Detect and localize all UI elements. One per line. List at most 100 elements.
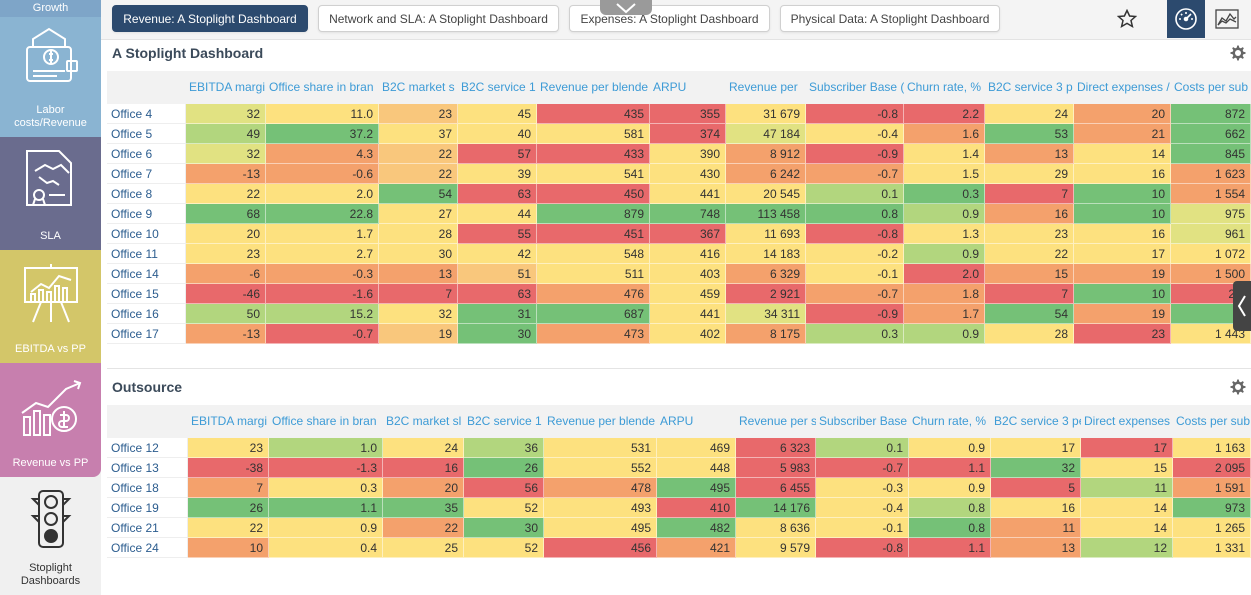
sidebar-item-growth[interactable]: Growth	[0, 0, 101, 17]
table-cell: 495	[544, 518, 657, 538]
table-row[interactable]: Office 5 49 37.2 37 40 581 374 47 184 -0.4 1.6 53 2…	[107, 124, 1251, 144]
table-row[interactable]: Office 10 20 1.7 28 55 451 367 11 693 -0.8 1.3 23 1…	[107, 224, 1251, 244]
table-row[interactable]: Office 12 23 1.0 24 36 531 469 6 323 0.1 0.9 17 17 1…	[107, 438, 1251, 458]
column-header[interactable]: Direct expenses /	[1077, 80, 1170, 94]
table-cell: -6	[186, 264, 266, 284]
sidebar-item-label: Labor costs/Revenue	[14, 104, 87, 129]
table-cell: 26	[464, 458, 544, 478]
sidebar-item-labor-costs[interactable]: Labor costs/Revenue	[0, 17, 101, 137]
table-cell: -0.9	[806, 304, 904, 324]
table-row[interactable]: Office 14 -6 -0.3 13 51 511 403 6 329 -0.1 2.0 15 1…	[107, 264, 1251, 284]
column-header[interactable]: Subscriber Base (	[809, 80, 904, 94]
table-cell: 52	[464, 498, 544, 518]
column-header[interactable]: Costs per sub	[1176, 414, 1251, 428]
table-cell: 7	[985, 184, 1074, 204]
table-cell: 1.8	[904, 284, 985, 304]
table-cell: -0.4	[816, 498, 909, 518]
column-header[interactable]: Revenue per s	[739, 414, 816, 428]
chevron-left-icon	[1237, 295, 1246, 317]
top-bar: Revenue: A Stoplight Dashboard Network a…	[101, 0, 1251, 40]
column-header[interactable]: B2C service 3 p	[988, 80, 1073, 94]
table-cell: 456	[544, 538, 657, 558]
row-label: Office 21	[107, 518, 188, 538]
column-header[interactable]: Office share in bran	[272, 414, 377, 428]
table-cell: 37	[379, 124, 458, 144]
table-cell: 15	[985, 264, 1074, 284]
column-header[interactable]: Revenue per blende	[540, 80, 649, 94]
column-header[interactable]: Costs per sub	[1174, 80, 1249, 94]
table-row[interactable]: Office 16 50 15.2 32 31 687 441 34 311 -0.9 1.7 54…	[107, 304, 1251, 324]
column-header[interactable]: Revenue per	[729, 80, 798, 94]
sidebar-item-revenue-vs-pp[interactable]: Revenue vs PP	[0, 363, 101, 477]
column-header[interactable]: Revenue per blende	[547, 414, 656, 428]
table-row[interactable]: Office 9 68 22.8 27 44 879 748 113 458 0.8 0.9 16 1…	[107, 204, 1251, 224]
table-cell: 1 163	[1173, 438, 1251, 458]
column-header[interactable]: B2C market sl	[386, 414, 462, 428]
table-row[interactable]: Office 24 10 0.4 25 52 456 421 9 579 -0.8 1.1 13 12…	[107, 538, 1251, 558]
table-cell: 13	[985, 144, 1074, 164]
table-row[interactable]: Office 7 -13 -0.6 22 39 541 430 6 242 -0.7 1.5 29 1…	[107, 164, 1251, 184]
table-cell: -0.3	[816, 478, 909, 498]
tab-physical-data-stoplight[interactable]: Physical Data: A Stoplight Dashboard	[780, 5, 1000, 32]
column-header[interactable]: B2C market s	[382, 80, 455, 94]
column-header[interactable]: Subscriber Base	[819, 414, 908, 428]
table-row[interactable]: Office 13 -38 -1.3 16 26 552 448 5 983 -0.7 1.1 32…	[107, 458, 1251, 478]
table-cell: -1.6	[266, 284, 379, 304]
table-cell: 16	[1074, 224, 1171, 244]
table-cell: 662	[1171, 124, 1251, 144]
table-row[interactable]: Office 18 7 0.3 20 56 478 495 6 455 -0.3 0.9 5 11 1 …	[107, 478, 1251, 498]
table-cell: 30	[458, 324, 537, 344]
table-cell: 35	[383, 498, 464, 518]
table-row[interactable]: Office 15 -46 -1.6 7 63 476 459 2 921 -0.7 1.8 7 10…	[107, 284, 1251, 304]
column-header[interactable]: EBITDA margi	[189, 80, 266, 94]
column-header[interactable]: Office share in bran	[269, 80, 374, 94]
dashboard-view-button[interactable]	[1167, 0, 1205, 38]
table-row[interactable]: Office 19 26 1.1 35 52 493 410 14 176 -0.4 0.8 16 1…	[107, 498, 1251, 518]
table-row[interactable]: Office 11 23 2.7 30 42 548 416 14 183 -0.2 0.9 22 1…	[107, 244, 1251, 264]
row-label: Office 7	[107, 164, 186, 184]
table-cell: 0.9	[904, 324, 985, 344]
favorite-button[interactable]	[1115, 7, 1139, 31]
table-cell: 23	[1074, 324, 1171, 344]
table-cell: 4.3	[266, 144, 379, 164]
tab-revenue-stoplight[interactable]: Revenue: A Stoplight Dashboard	[112, 5, 308, 32]
side-panel-toggle[interactable]	[1233, 281, 1251, 331]
table-cell: 469	[657, 438, 736, 458]
table-cell: 421	[657, 538, 736, 558]
column-header[interactable]: Churn rate, %	[907, 80, 982, 94]
table-cell: 1.5	[904, 164, 985, 184]
table-row[interactable]: Office 17 -13 -0.7 19 30 473 402 8 175 0.3 0.9 28 2…	[107, 324, 1251, 344]
table-cell: 403	[650, 264, 726, 284]
chart-view-button[interactable]	[1214, 7, 1240, 31]
column-header[interactable]: ARPU	[653, 80, 687, 94]
column-header[interactable]: Churn rate, %	[912, 414, 987, 428]
sidebar-item-ebitda-vs-pp[interactable]: EBITDA vs PP	[0, 250, 101, 363]
table-cell: 14	[1081, 518, 1173, 538]
table-row[interactable]: Office 6 32 4.3 22 57 433 390 8 912 -0.9 1.4 13 14 8…	[107, 144, 1251, 164]
column-header[interactable]: ARPU	[660, 414, 694, 428]
table-cell: 1.7	[904, 304, 985, 324]
table-row[interactable]: Office 8 22 2.0 54 63 450 441 20 545 0.1 0.3 7 10 1 …	[107, 184, 1251, 204]
table-row[interactable]: Office 4 32 11.0 23 45 435 355 31 679 -0.8 2.2 24 2…	[107, 104, 1251, 124]
tab-label: Revenue: A Stoplight Dashboard	[123, 11, 297, 26]
tab-network-sla-stoplight[interactable]: Network and SLA: A Stoplight Dashboard	[318, 5, 559, 32]
column-header[interactable]: B2C service 1	[467, 414, 542, 428]
gear-icon[interactable]	[1228, 43, 1248, 63]
column-header[interactable]: B2C service 3 pe	[994, 414, 1081, 428]
sidebar-item-sla[interactable]: SLA	[0, 137, 101, 250]
row-label: Office 6	[107, 144, 186, 164]
table-cell: 548	[537, 244, 650, 264]
table-cell: 19	[1074, 264, 1171, 284]
column-header[interactable]: B2C service 1	[461, 80, 536, 94]
column-header[interactable]: Direct expenses	[1084, 414, 1171, 428]
sidebar-item-stoplight-dashboards[interactable]: Stoplight Dashboards	[0, 477, 101, 595]
table-row[interactable]: Office 21 22 0.9 22 30 495 482 8 636 -0.1 0.8 11 14…	[107, 518, 1251, 538]
table-cell: 973	[1173, 498, 1251, 518]
column-header[interactable]: EBITDA margi	[191, 414, 268, 428]
collapse-toolbar-button[interactable]	[600, 0, 652, 15]
row-label: Office 11	[107, 244, 186, 264]
gear-icon[interactable]	[1228, 377, 1248, 397]
table-cell: 40	[458, 124, 537, 144]
table-cell: -0.9	[806, 144, 904, 164]
tab-label: Network and SLA: A Stoplight Dashboard	[329, 11, 548, 26]
